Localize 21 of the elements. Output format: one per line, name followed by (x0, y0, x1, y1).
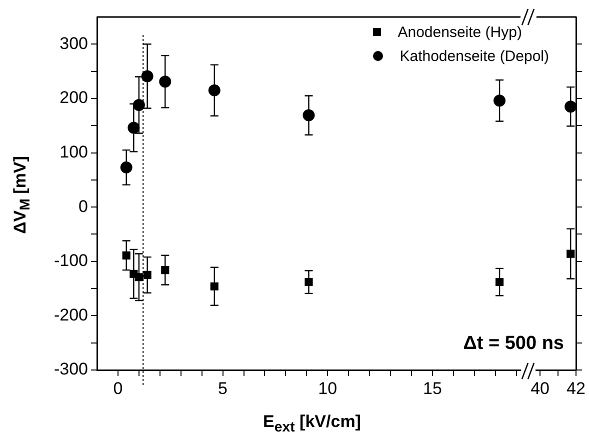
y-tick-label: 300 (60, 34, 88, 53)
point (120, 161, 132, 174)
x-tick-label: 40 (530, 378, 550, 398)
legend-label: Anodenseite (Hyp) (398, 24, 522, 40)
y-tick-label: 100 (60, 142, 88, 162)
y-tick-label: -100 (54, 251, 88, 270)
y-tick-label: 0 (78, 196, 88, 216)
point (208, 84, 220, 96)
point (494, 94, 506, 107)
x-tick-label: 5 (218, 378, 228, 398)
y-tick-label: 200 (60, 88, 88, 108)
legend-label: Kathodenseite (Depol) (400, 48, 549, 64)
x-tick-label: 10 (318, 378, 338, 398)
x-tick-label: 42 (566, 378, 586, 398)
y-tick-label: -200 (54, 305, 88, 324)
x-tick-label: 15 (422, 378, 442, 398)
y-tick-label: -300 (54, 360, 88, 379)
x-axis-title: E$_{ext}$ [kV/cm] (263, 412, 361, 436)
annotation: Δt = 500 ns (463, 333, 564, 355)
x-tick-label: 0 (113, 378, 123, 398)
point (159, 76, 172, 88)
